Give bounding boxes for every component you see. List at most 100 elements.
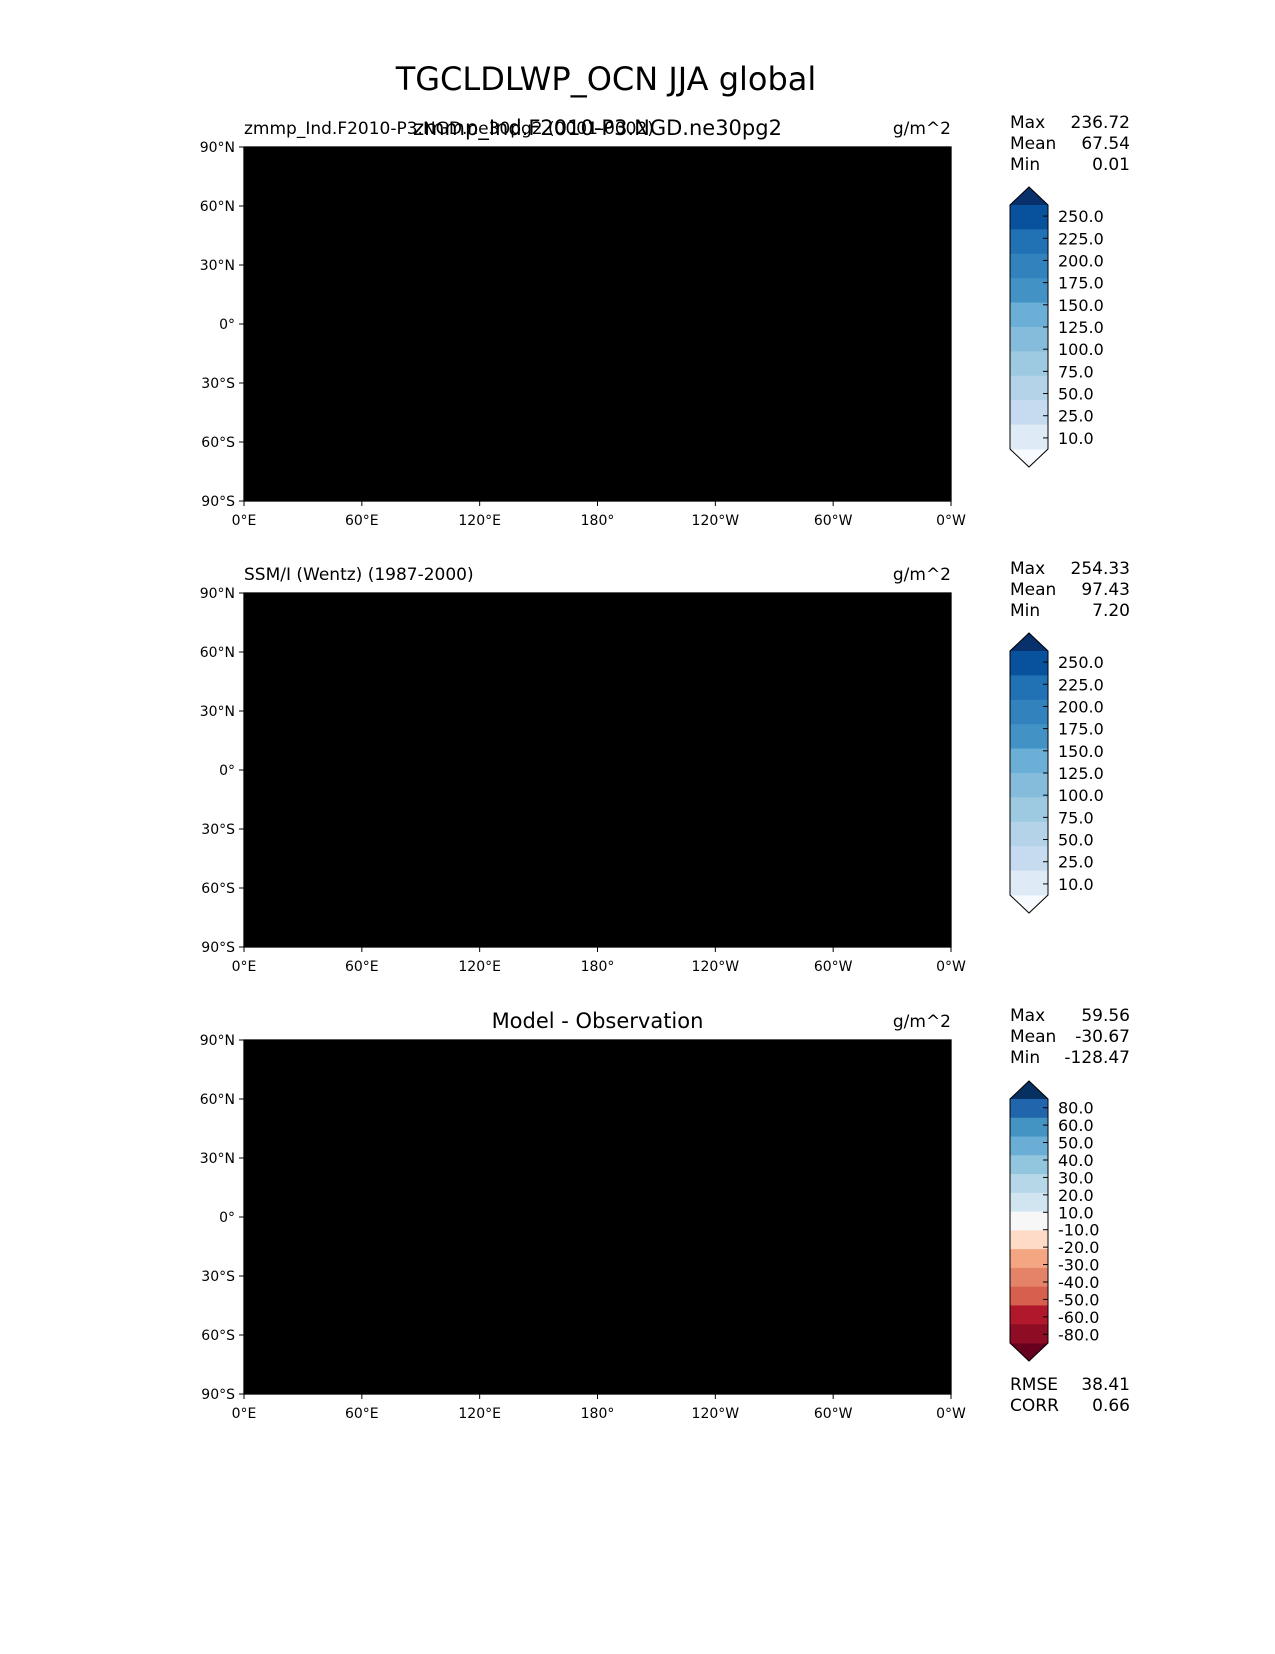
map-field <box>244 593 951 947</box>
colorbar: 80.060.050.040.030.020.010.0-10.0-20.0-3… <box>1009 1080 1099 1362</box>
colorbar-segment <box>1010 651 1048 676</box>
colorbar-segment <box>1010 1117 1048 1138</box>
bottom-stat-label: RMSE <box>1010 1375 1058 1395</box>
colorbar-outline <box>1009 632 1049 914</box>
panel-units: g/m^2 <box>893 119 951 139</box>
colorbar-segment <box>1010 351 1048 377</box>
colorbar-tick-label: 250.0 <box>1058 653 1104 672</box>
panel-center-title: Model - Observation <box>492 1009 704 1033</box>
colorbar-tick-label: 25.0 <box>1058 853 1094 872</box>
stat-label: Min <box>1010 601 1040 621</box>
colorbar-tick-label: 200.0 <box>1058 697 1104 716</box>
panel-diff: Model - Observation g/m^2 90°N 60°N 30°N 0° 30… <box>200 1006 1130 1422</box>
lon-tick-label: 120°E <box>458 1406 501 1422</box>
land-mask <box>244 147 951 501</box>
colorbar-segment <box>1010 302 1048 328</box>
lon-tick-label: 0°E <box>232 959 257 975</box>
stat-label: Max <box>1010 113 1045 133</box>
lat-tick-label: 60°N <box>200 1092 235 1108</box>
colorbar-tick-label: 225.0 <box>1058 229 1104 248</box>
stat-value: 0.01 <box>1092 155 1130 175</box>
colorbar-tick-label: 150.0 <box>1058 296 1104 315</box>
panel-center-title: zmmp_Ind.F2010-P3.NGD.ne30pg2 <box>413 116 782 141</box>
lon-tick-label: 180° <box>581 959 615 975</box>
stat-value: 254.33 <box>1071 559 1130 579</box>
colorbar-segment <box>1010 1174 1048 1194</box>
colorbar-segment <box>1010 278 1048 304</box>
lat-tick-label: 90°N <box>200 586 235 602</box>
colorbar-tick-label: -10.0 <box>1058 1221 1099 1240</box>
lat-tick-label: 30°S <box>201 822 235 838</box>
lon-tick-label: 120°E <box>458 513 501 529</box>
colorbar-segment <box>1010 424 1048 450</box>
lat-tick-label: 90°S <box>201 1387 235 1403</box>
colorbar-tick-label: 175.0 <box>1058 274 1104 293</box>
colorbar-extend-max <box>1010 1081 1048 1099</box>
colorbar-segment <box>1010 1155 1048 1175</box>
lon-tick-label: 120°W <box>692 513 740 529</box>
panel-left-title: zmmp_Ind.F2010-P3.NGD.ne30pg2 (0001-0002… <box>244 119 654 139</box>
stat-value: 7.20 <box>1092 601 1130 621</box>
lat-tick-label: 90°N <box>200 140 235 156</box>
colorbar-tick-label: -80.0 <box>1058 1325 1099 1344</box>
colorbar-tick-label: 125.0 <box>1058 318 1104 337</box>
lat-tick-label: 30°S <box>201 1269 235 1285</box>
lon-tick-label: 0°W <box>936 513 966 529</box>
stat-value: -128.47 <box>1064 1048 1130 1068</box>
lat-tick-label: 0° <box>219 1210 235 1226</box>
colorbar-tick-label: 100.0 <box>1058 786 1104 805</box>
colorbar-tick-label: 10.0 <box>1058 429 1094 448</box>
colorbar: 250.0 225.0 200.0 175.0 150.0 125.0 100.0 75.0 5… <box>1009 632 1104 914</box>
lon-tick-label: 0°W <box>936 959 966 975</box>
bottom-stat-value: 0.66 <box>1092 1396 1130 1416</box>
stat-label: Mean <box>1010 580 1056 600</box>
colorbar-tick-label: 175.0 <box>1058 720 1104 739</box>
colorbar-segment <box>1010 773 1048 798</box>
colorbar-segment <box>1010 327 1048 352</box>
lat-tick-label: 30°N <box>200 704 235 720</box>
colorbar-segment <box>1010 205 1048 230</box>
colorbar-segment <box>1010 748 1048 774</box>
lon-tick-label: 60°E <box>345 513 379 529</box>
colorbar-extend-min <box>1010 895 1048 913</box>
colorbar-segment <box>1010 821 1048 847</box>
colorbar-extend-max <box>1010 187 1048 205</box>
colorbar-tick-label: 75.0 <box>1058 808 1094 827</box>
colorbar-segment <box>1010 699 1048 725</box>
lat-tick-label: 90°N <box>200 1033 235 1049</box>
figure-title: TGCLDLWP_OCN JJA global <box>395 60 817 98</box>
stat-label: Mean <box>1010 1027 1056 1047</box>
lat-tick-label: 60°N <box>200 645 235 661</box>
land-mask <box>244 593 951 947</box>
colorbar-extend-min <box>1010 1343 1048 1361</box>
lat-tick-label: 30°S <box>201 376 235 392</box>
lon-tick-label: 180° <box>581 1406 615 1422</box>
colorbar: 250.0 225.0 200.0 175.0 150.0 125.0 100.0 75.0 5… <box>1009 186 1104 468</box>
bottom-stat-label: CORR <box>1010 1396 1059 1416</box>
colorbar-tick-label: -30.0 <box>1058 1256 1099 1275</box>
bottom-stat-value: 38.41 <box>1081 1375 1130 1395</box>
colorbar-tick-label: 125.0 <box>1058 764 1104 783</box>
colorbar-segment <box>1010 1249 1048 1269</box>
colorbar-segment <box>1010 1286 1048 1306</box>
colorbar-extend-min <box>1010 449 1048 467</box>
lon-tick-label: 60°E <box>345 959 379 975</box>
lat-tick-label: 60°S <box>201 881 235 897</box>
panel-units: g/m^2 <box>893 565 951 585</box>
colorbar-segment <box>1010 1267 1048 1288</box>
panel-obs: SSM/I (Wentz) (1987-2000) g/m^2 90°N 60°N 30… <box>200 559 1130 975</box>
colorbar-tick-label: 150.0 <box>1058 742 1104 761</box>
panel-units: g/m^2 <box>893 1012 951 1032</box>
colorbar-tick-label: 50.0 <box>1058 1134 1094 1153</box>
stat-value: 59.56 <box>1081 1006 1130 1026</box>
lon-tick-label: 60°W <box>814 513 853 529</box>
colorbar-tick-label: 100.0 <box>1058 340 1104 359</box>
colorbar-extend-max <box>1010 633 1048 651</box>
colorbar-segment <box>1010 1211 1048 1231</box>
lat-tick-label: 60°S <box>201 435 235 451</box>
colorbar-segment <box>1010 400 1048 426</box>
colorbar-tick-label: 30.0 <box>1058 1168 1094 1187</box>
colorbar-segment <box>1010 1136 1048 1156</box>
stat-label: Max <box>1010 559 1045 579</box>
